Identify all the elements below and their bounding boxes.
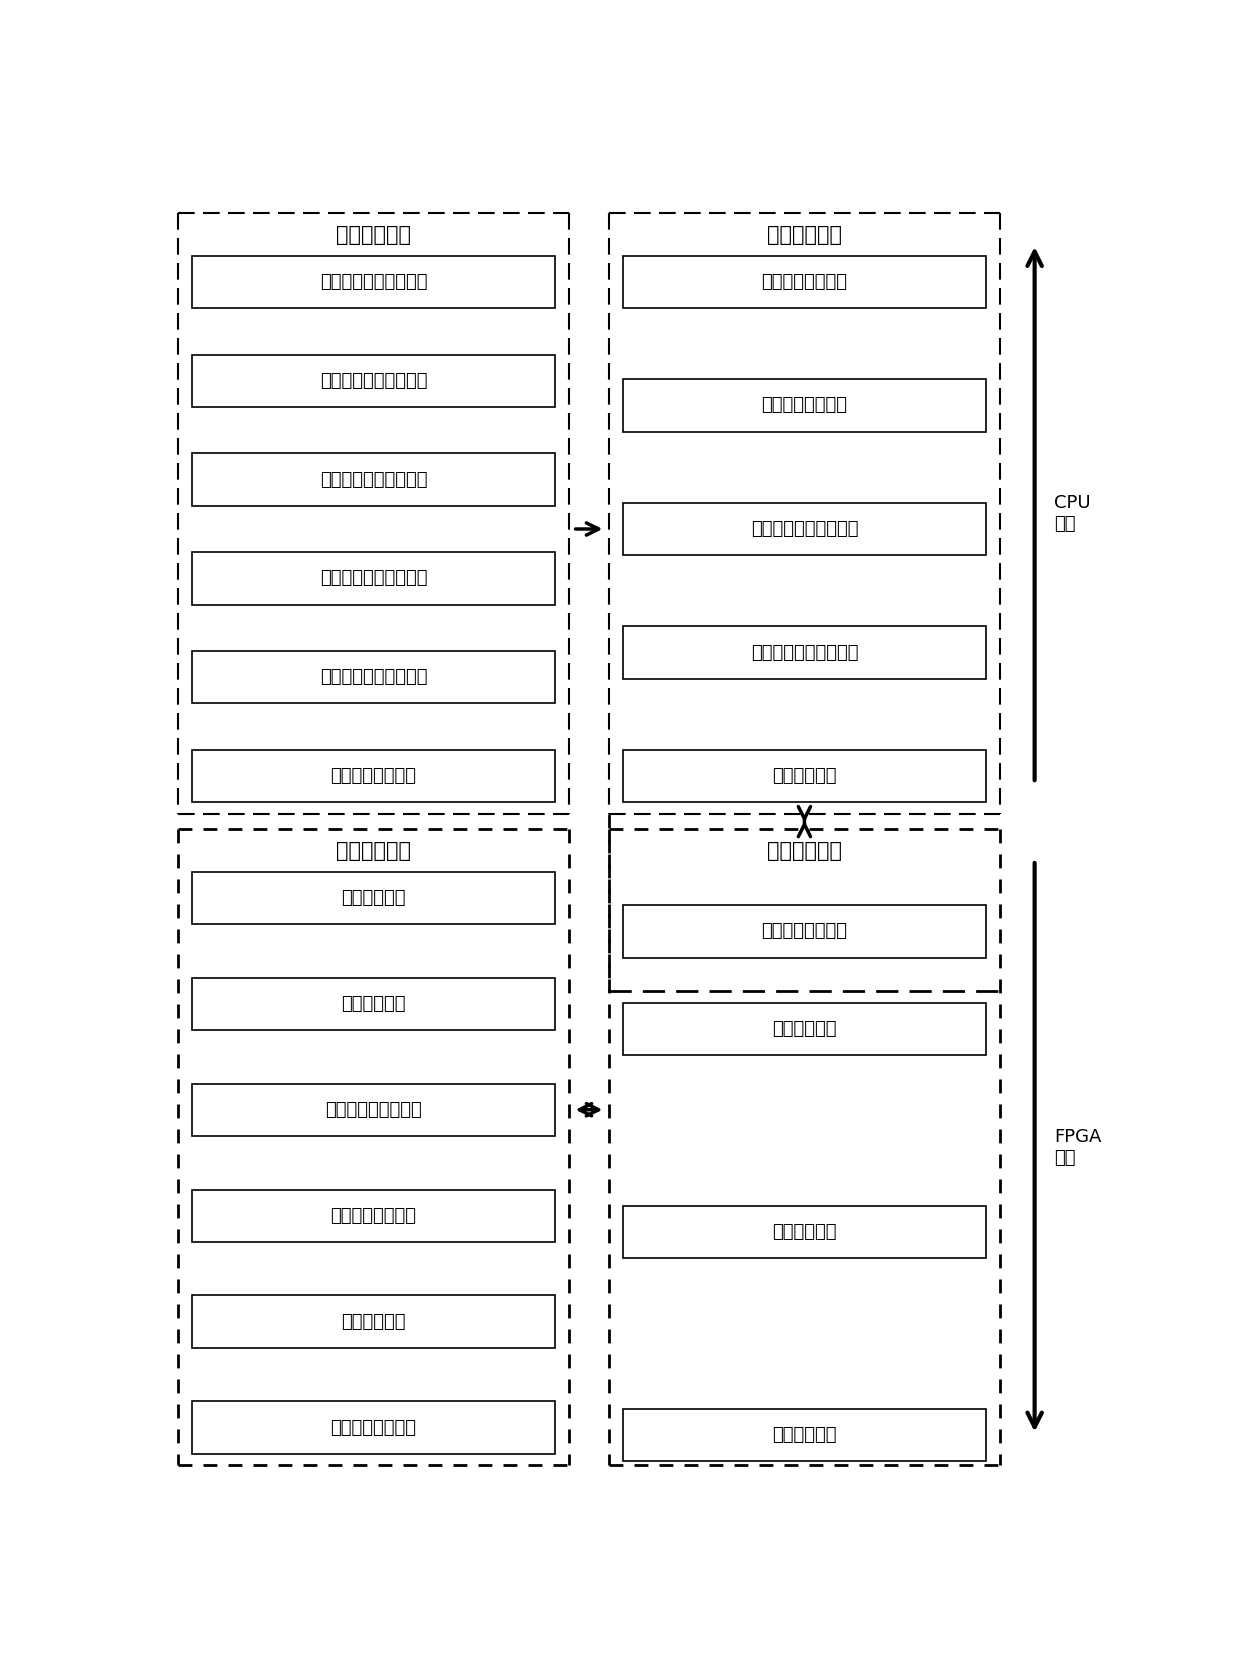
Text: 中断产生模块: 中断产生模块 [341,996,405,1012]
Text: 初始配置部分: 初始配置部分 [336,224,410,244]
Text: FPGA
部分: FPGA 部分 [1054,1128,1101,1167]
Text: 相对运动状态计算模块: 相对运动状态计算模块 [750,520,858,538]
Bar [192,552,556,605]
Bar [192,977,556,1030]
Text: 数据通信部分: 数据通信部分 [768,841,842,861]
Text: 中断传输模块: 中断传输模块 [773,1020,837,1037]
Text: 信号时差计算模块: 信号时差计算模块 [761,273,847,291]
Bar [192,454,556,505]
Bar [624,1002,986,1055]
Bar [624,627,986,678]
Bar [624,1207,986,1258]
Text: 干扰噪声参数计算模块: 干扰噪声参数计算模块 [750,643,858,661]
Bar [192,1084,556,1135]
Bar [624,379,986,432]
Bar [192,256,556,307]
Text: 用户初始位置设置模块: 用户初始位置设置模块 [320,372,428,389]
Text: 参数封装下发模块: 参数封装下发模块 [761,922,847,941]
Bar [624,906,986,957]
Text: 干扰噪声生成模块: 干扰噪声生成模块 [331,1419,417,1436]
Text: 参数解析模块: 参数解析模块 [773,1426,837,1444]
Text: CPU
部分: CPU 部分 [1054,494,1091,534]
Text: 单脉冲信号生成模块: 单脉冲信号生成模块 [325,1100,422,1119]
Bar [192,652,556,703]
Text: 芯片管理模块: 芯片管理模块 [341,889,405,907]
Text: 位置更新计算模块: 位置更新计算模块 [761,397,847,414]
Bar [192,1190,556,1242]
Bar [192,1295,556,1348]
Bar [624,750,986,803]
Text: 时差模式参数设置模块: 时差模式参数设置模块 [320,570,428,587]
Bar [624,256,986,307]
Bar [624,1409,986,1461]
Text: 信号生成部分: 信号生成部分 [336,841,410,861]
Text: 包周差、功率设置模块: 包周差、功率设置模块 [320,668,428,686]
Text: 参数接收模块: 参数接收模块 [773,1223,837,1242]
Text: 中断响应模块: 中断响应模块 [773,768,837,784]
Text: 用户运动状态设置模块: 用户运动状态设置模块 [320,470,428,489]
Text: 信号环境设置模块: 信号环境设置模块 [331,768,417,784]
Text: 台链（模式）选择模块: 台链（模式）选择模块 [320,273,428,291]
Bar [192,354,556,407]
Bar [192,871,556,924]
Text: 参数计算部分: 参数计算部分 [768,224,842,244]
Text: 时序控制模块: 时序控制模块 [341,1313,405,1331]
Bar [624,504,986,555]
Bar [192,1401,556,1454]
Text: 相位编码控制模块: 相位编码控制模块 [331,1207,417,1225]
Bar [192,750,556,803]
